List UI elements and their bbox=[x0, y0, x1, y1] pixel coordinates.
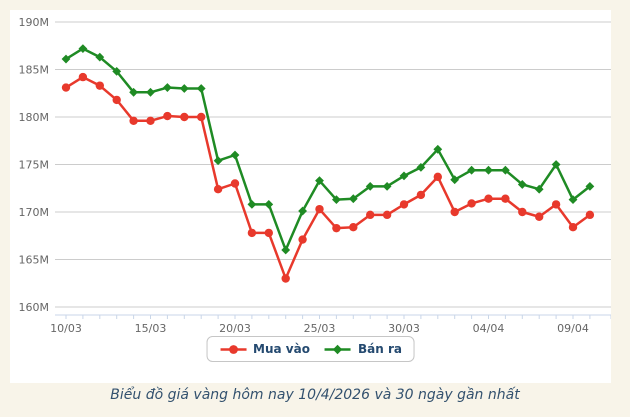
data-point-marker[interactable] bbox=[163, 83, 172, 92]
data-point-marker[interactable] bbox=[501, 194, 510, 203]
gold-price-chart-card: 190M 185M 180M 175M 170M 165M 160M 10/03 15/03 20… bbox=[10, 10, 611, 383]
data-point-marker[interactable] bbox=[551, 200, 561, 209]
data-point-marker[interactable] bbox=[568, 223, 578, 232]
data-point-marker[interactable] bbox=[298, 235, 307, 244]
ban-ra-line-marker-icon bbox=[324, 344, 351, 354]
data-point-marker[interactable] bbox=[129, 87, 138, 97]
data-point-marker[interactable] bbox=[518, 207, 527, 217]
y-axis-label: 185M bbox=[19, 64, 50, 77]
y-axis-label: 175M bbox=[19, 159, 50, 172]
data-point-marker[interactable] bbox=[180, 112, 189, 122]
chart-caption: Biểu đồ giá vàng hôm nay 10/4/2026 và 30… bbox=[110, 387, 520, 403]
data-point-marker[interactable] bbox=[230, 179, 240, 188]
data-point-marker[interactable] bbox=[382, 210, 392, 220]
data-point-marker[interactable] bbox=[399, 171, 409, 181]
data-point-marker[interactable] bbox=[332, 223, 341, 233]
data-point-marker[interactable] bbox=[78, 72, 88, 82]
data-point-marker[interactable] bbox=[535, 212, 544, 221]
x-axis-label: 15/03 bbox=[135, 322, 167, 335]
data-point-marker[interactable] bbox=[348, 194, 358, 204]
x-axis-label: 09/04 bbox=[557, 322, 589, 335]
x-axis-label: 10/03 bbox=[50, 322, 82, 335]
series-mua-vao bbox=[61, 72, 595, 283]
data-point-marker[interactable] bbox=[450, 207, 459, 217]
data-point-marker[interactable] bbox=[382, 181, 392, 191]
data-point-marker[interactable] bbox=[247, 228, 257, 238]
data-point-marker[interactable] bbox=[146, 116, 155, 126]
data-point-marker[interactable] bbox=[112, 95, 121, 105]
data-point-marker[interactable] bbox=[551, 160, 561, 169]
data-point-marker[interactable] bbox=[349, 223, 358, 232]
x-axis-label: 20/03 bbox=[219, 322, 251, 335]
data-point-marker[interactable] bbox=[163, 111, 172, 121]
y-axis-label: 180M bbox=[19, 111, 50, 124]
data-point-marker[interactable] bbox=[568, 195, 578, 205]
data-point-marker[interactable] bbox=[416, 190, 426, 200]
data-point-marker[interactable] bbox=[416, 162, 426, 172]
data-point-marker[interactable] bbox=[315, 204, 324, 214]
data-point-marker[interactable] bbox=[501, 165, 510, 175]
data-point-marker[interactable] bbox=[484, 165, 493, 175]
data-point-marker[interactable] bbox=[517, 180, 527, 189]
data-point-marker[interactable] bbox=[213, 185, 223, 194]
y-axis-label: 165M bbox=[19, 254, 50, 267]
legend-item-ban-ra[interactable]: Bán ra bbox=[324, 342, 402, 356]
data-point-marker[interactable] bbox=[467, 165, 476, 175]
data-point-marker[interactable] bbox=[281, 245, 291, 255]
data-point-marker[interactable] bbox=[230, 150, 240, 160]
data-point-marker[interactable] bbox=[467, 199, 476, 208]
x-axis-label: 25/03 bbox=[304, 322, 336, 335]
data-point-marker[interactable] bbox=[197, 112, 206, 122]
data-point-marker[interactable] bbox=[95, 81, 105, 90]
data-point-marker[interactable] bbox=[179, 84, 189, 93]
mua-vao-line-marker-icon bbox=[220, 344, 247, 354]
chart-legend: Mua vào Bán ra bbox=[206, 336, 415, 362]
data-point-marker[interactable] bbox=[264, 200, 274, 209]
data-point-marker[interactable] bbox=[61, 54, 71, 64]
data-point-marker[interactable] bbox=[61, 83, 71, 92]
y-axis-label: 190M bbox=[19, 16, 50, 29]
data-point-marker[interactable] bbox=[95, 52, 105, 62]
y-axis-label: 170M bbox=[19, 206, 50, 219]
x-axis-label: 30/03 bbox=[388, 322, 420, 335]
data-point-marker[interactable] bbox=[484, 194, 493, 203]
data-point-marker[interactable] bbox=[399, 200, 409, 209]
data-point-marker[interactable] bbox=[365, 181, 375, 191]
data-point-marker[interactable] bbox=[585, 210, 595, 220]
data-point-marker[interactable] bbox=[433, 172, 442, 182]
legend-label-mua-vao: Mua vào bbox=[253, 342, 310, 356]
data-point-marker[interactable] bbox=[196, 84, 206, 93]
series-ban-ra bbox=[61, 44, 595, 255]
data-point-marker[interactable] bbox=[213, 156, 223, 166]
legend-item-mua-vao[interactable]: Mua vào bbox=[219, 342, 310, 356]
data-point-marker[interactable] bbox=[585, 181, 595, 191]
data-point-marker[interactable] bbox=[433, 144, 443, 154]
data-point-marker[interactable] bbox=[298, 206, 307, 216]
data-point-marker[interactable] bbox=[315, 176, 324, 186]
x-axis-label: 04/04 bbox=[473, 322, 505, 335]
legend-label-ban-ra: Bán ra bbox=[357, 342, 402, 356]
data-point-marker[interactable] bbox=[146, 87, 155, 97]
data-point-marker[interactable] bbox=[247, 200, 257, 209]
y-axis-label: 160M bbox=[19, 301, 50, 314]
data-point-marker[interactable] bbox=[78, 44, 88, 53]
data-point-marker[interactable] bbox=[129, 116, 138, 126]
data-point-marker[interactable] bbox=[264, 228, 273, 238]
data-point-marker[interactable] bbox=[366, 210, 375, 220]
data-point-marker[interactable] bbox=[332, 195, 341, 205]
data-point-marker[interactable] bbox=[534, 184, 544, 194]
data-point-marker[interactable] bbox=[450, 175, 460, 185]
data-point-marker[interactable] bbox=[281, 274, 290, 283]
